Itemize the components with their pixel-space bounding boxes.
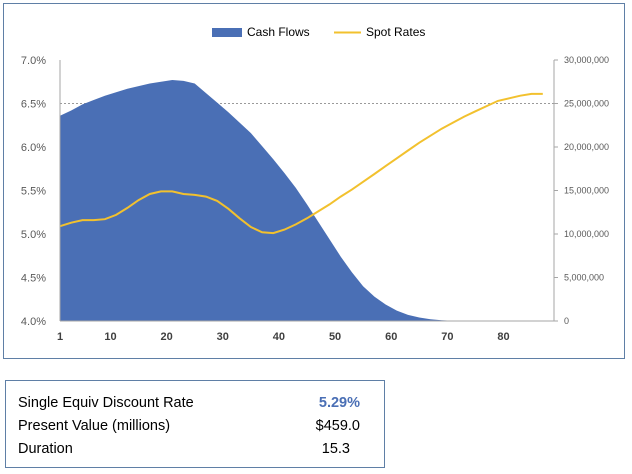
cash-flows-area bbox=[60, 80, 465, 321]
right-tick-label: 25,000,000 bbox=[564, 99, 609, 109]
right-tick-label: 30,000,000 bbox=[564, 55, 609, 65]
discount-rate-label: Single Equiv Discount Rate bbox=[18, 395, 194, 411]
present-value-value: $459.0 bbox=[315, 418, 360, 434]
right-tick-label: 10,000,000 bbox=[564, 229, 609, 239]
right-tick-label: 20,000,000 bbox=[564, 142, 609, 152]
present-value-label: Present Value (millions) bbox=[18, 418, 171, 434]
right-tick-label: 15,000,000 bbox=[564, 186, 609, 196]
cash-flows-spot-rates-chart: 4.0% 4.5% 5.0% 5.5% 6.0% 6.5% 7.0% 0 5,000,000 10… bbox=[21, 25, 609, 343]
summary-row-duration: Duration 15.3 bbox=[18, 441, 372, 463]
duration-label: Duration bbox=[18, 441, 73, 457]
left-tick-label: 4.5% bbox=[21, 273, 46, 285]
x-tick-label: 50 bbox=[329, 331, 341, 343]
right-tick-label: 0 bbox=[564, 316, 569, 326]
left-tick-label: 5.0% bbox=[21, 229, 46, 241]
x-tick-label: 10 bbox=[104, 331, 116, 343]
x-tick-label: 60 bbox=[385, 331, 397, 343]
summary-table: Single Equiv Discount Rate 5.29% Present… bbox=[5, 380, 385, 468]
summary-row-discount-rate: Single Equiv Discount Rate 5.29% bbox=[18, 395, 372, 417]
left-tick-label: 6.0% bbox=[21, 142, 46, 154]
spot-rates-line bbox=[59, 92, 543, 235]
x-tick-label: 80 bbox=[497, 331, 509, 343]
left-tick-label: 6.5% bbox=[21, 99, 46, 111]
summary-row-present-value: Present Value (millions) $459.0 bbox=[18, 418, 372, 440]
left-tick-label: 5.5% bbox=[21, 186, 46, 198]
chart-panel: 4.0% 4.5% 5.0% 5.5% 6.0% 6.5% 7.0% 0 5,000,000 10… bbox=[3, 3, 625, 359]
legend-swatch-cash-flows bbox=[212, 28, 242, 37]
legend-label-cash-flows: Cash Flows bbox=[247, 25, 310, 39]
left-tick-label: 7.0% bbox=[21, 55, 46, 67]
x-tick-label: 30 bbox=[217, 331, 229, 343]
legend-label-spot-rates: Spot Rates bbox=[366, 25, 425, 39]
left-tick-label: 4.0% bbox=[21, 316, 46, 328]
right-tick-label: 5,000,000 bbox=[564, 273, 604, 283]
x-tick-label: 70 bbox=[441, 331, 453, 343]
x-tick-label: 20 bbox=[161, 331, 173, 343]
discount-rate-value: 5.29% bbox=[318, 395, 360, 411]
x-tick-label: 1 bbox=[57, 331, 63, 343]
duration-value: 15.3 bbox=[321, 441, 350, 457]
x-tick-label: 40 bbox=[273, 331, 285, 343]
